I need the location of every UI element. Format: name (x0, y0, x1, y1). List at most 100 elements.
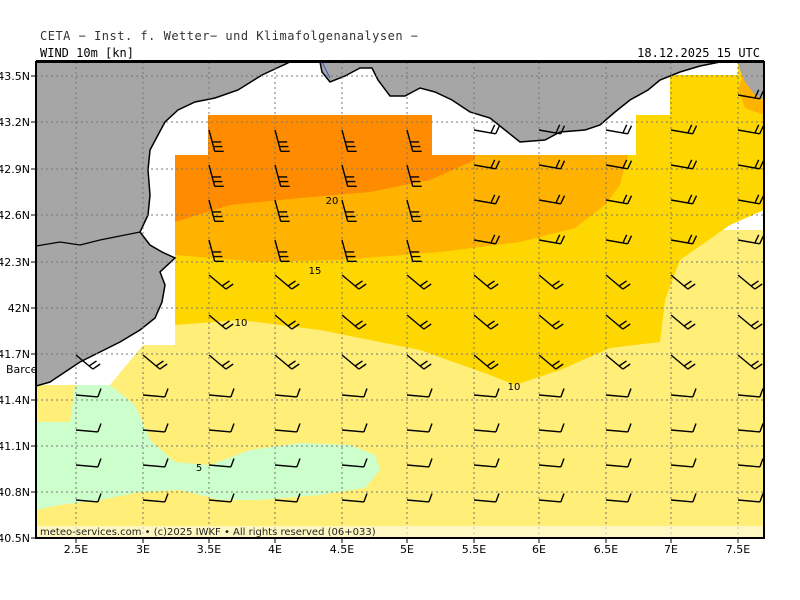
wind-barb (473, 388, 500, 398)
wind-barb (670, 234, 698, 245)
contour-label-20: 20 (326, 196, 339, 207)
wind-barb (605, 314, 631, 330)
wind-barb (406, 239, 422, 262)
y-tick-label: 43.5N (0, 70, 30, 83)
x-tick-label: 3E (136, 543, 150, 556)
wind-barb-stroke (208, 164, 224, 187)
wind-barb-stroke (208, 493, 235, 503)
coastline-east (319, 62, 721, 143)
wind-barb-stroke (605, 354, 631, 370)
wind-barb (406, 388, 433, 398)
land-spain (36, 232, 175, 386)
wind-barb (406, 423, 433, 433)
wind-barb (406, 129, 422, 152)
wind-barb (274, 458, 301, 468)
datetime-label: 18.12.2025 15 UTC (637, 46, 760, 60)
wind-barb (737, 234, 764, 245)
wind-barb-stroke (274, 199, 290, 222)
wind-barb-stroke (605, 274, 631, 290)
wind-barb-stroke (274, 164, 290, 187)
wind-barb-stroke (208, 314, 234, 330)
wind-barb (142, 388, 169, 398)
wind-barb-stroke (406, 354, 432, 370)
wind-barbs (75, 89, 764, 503)
wind-barb (473, 314, 499, 330)
wind-barb-stroke (473, 194, 501, 205)
wind-barb-stroke (605, 194, 633, 205)
wind-barb-stroke (208, 458, 235, 468)
wind-barb-stroke (670, 314, 696, 330)
y-tick-label: 41.1N (0, 440, 30, 453)
wind-barb-stroke (670, 159, 698, 170)
wind-barb-stroke (737, 458, 764, 468)
coastline-west (36, 62, 291, 387)
header-divider (36, 60, 764, 61)
wind-barb-stroke (737, 493, 764, 503)
wind-barb-stroke (737, 124, 764, 135)
land-areas (36, 62, 764, 386)
wind-barb-stroke (341, 129, 357, 152)
wind-barb (538, 194, 566, 205)
wind-barb-stroke (406, 199, 422, 222)
contour-label-15: 15 (309, 266, 322, 277)
contour-label-5: 5 (196, 463, 202, 474)
wind-barb (670, 458, 697, 468)
wind-barb-stroke (473, 458, 500, 468)
wind-barb (341, 493, 368, 503)
wind-barb (208, 493, 235, 503)
wind-barb (605, 194, 633, 205)
wind-barb (274, 274, 300, 290)
wind-barb (670, 493, 697, 503)
wind-barb (75, 388, 102, 398)
wind-barb-stroke (737, 314, 763, 330)
wind-barb-stroke (75, 458, 102, 468)
wind-barb (605, 274, 631, 290)
wind-barb (75, 458, 102, 468)
wind-barb-stroke (605, 124, 633, 135)
wind-barb (473, 194, 501, 205)
x-tick-label: 5E (400, 543, 414, 556)
wind-barb (406, 493, 433, 503)
wind-barb (670, 423, 697, 433)
x-tick-label: 6E (532, 543, 546, 556)
wind-barb (670, 194, 698, 205)
wind-barb-stroke (341, 458, 368, 468)
wind-barb-stroke (341, 354, 367, 370)
wind-barb-stroke (737, 388, 764, 398)
wind-barb-stroke (737, 354, 763, 370)
wind-barb (341, 129, 357, 152)
wind-barb-stroke (406, 164, 422, 187)
wind-barb-stroke (208, 129, 224, 152)
wind-barb-stroke (341, 314, 367, 330)
wind-barb (473, 493, 500, 503)
wind-barb-stroke (274, 239, 290, 262)
axis-labels: 2.5E 3E 3.5E 4E 4.5E 5E 5.5E 6E 6.5E 7E 7.5E 43.5N 4… (0, 70, 750, 556)
wind-barb-stroke (737, 89, 764, 100)
map-frame (35, 61, 765, 539)
x-tick-label: 3.5E (197, 543, 221, 556)
wind-barb-stroke (605, 493, 632, 503)
place-label-barcelona: Barce (6, 363, 38, 376)
wind-barb (538, 354, 564, 370)
wind-barb-stroke (670, 234, 698, 245)
wind-barb (208, 388, 235, 398)
wind-barb (142, 493, 169, 503)
wind-barb-stroke (473, 274, 499, 290)
wind-barb-stroke (538, 458, 565, 468)
wind-barb-stroke (473, 124, 501, 135)
variable-label: WIND 10m [kn] (40, 46, 134, 60)
wind-barb (341, 274, 367, 290)
wind-barb-stroke (208, 199, 224, 222)
wind-barb-stroke (341, 493, 368, 503)
wind-barb-stroke (75, 354, 101, 370)
wind-barb (605, 159, 633, 170)
wind-barb-stroke (737, 159, 764, 170)
wind-barb (737, 274, 763, 290)
wind-barb-stroke (670, 493, 697, 503)
wind-barb (208, 239, 224, 262)
wind-barb (341, 164, 357, 187)
wind-barb-stroke (473, 314, 499, 330)
wind-barb-stroke (406, 388, 433, 398)
wind-barb (341, 458, 368, 468)
wind-barb-stroke (75, 388, 102, 398)
